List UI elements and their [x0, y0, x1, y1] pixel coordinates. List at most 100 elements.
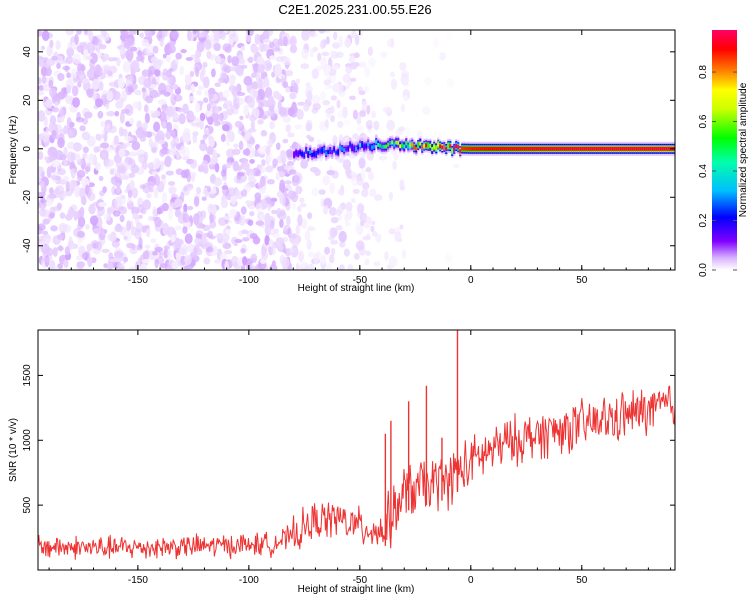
spectrogram-cell-0-709 — [99, 72, 106, 80]
spectrogram-cell-0-1313 — [258, 77, 263, 89]
spectrogram-cell-1-45 — [321, 51, 330, 57]
spectrogram-cell-2-23 — [371, 220, 376, 226]
signal-band-segment-119-3 — [531, 146, 534, 151]
spectrogram-cell-1-145 — [342, 73, 352, 83]
spectrogram-cell-0-1147 — [226, 162, 233, 168]
spectrogram-cell-0-1519 — [127, 190, 133, 198]
spectrogram-cell-0-1488 — [174, 198, 183, 208]
signal-band-segment-121-3 — [535, 146, 538, 151]
spectrogram-cell-0-1547 — [241, 189, 248, 197]
spectrogram-cell-1-246 — [300, 63, 310, 70]
spectrogram-cell-1-50 — [329, 207, 337, 216]
signal-band-segment-66-3 — [425, 143, 428, 148]
spectrogram-cell-0-1192 — [145, 113, 151, 124]
spectrogram-cell-1-63 — [301, 48, 309, 60]
spectrogram-cell-0-1139 — [123, 235, 128, 240]
signal-band-segment-15-3 — [323, 147, 326, 152]
spectrogram-cell-0-1423 — [203, 164, 209, 175]
spectrogram-cell-0-1252 — [235, 179, 244, 184]
spectrogram-cell-0-1410 — [101, 64, 111, 71]
spectrogram-cell-0-776 — [49, 212, 55, 219]
spectrogram-cell-0-1163 — [139, 135, 146, 142]
signal-band-segment-32-3 — [357, 145, 360, 150]
spectrogram-cell-0-867 — [53, 205, 62, 212]
spectrogram-cell-0-361 — [66, 84, 71, 94]
spectrogram-cell-0-862 — [264, 30, 274, 37]
spectrogram-cell-0-689 — [160, 147, 170, 155]
spectrogram-cell-0-568 — [214, 162, 220, 173]
spectrogram-cell-0-1221 — [150, 56, 158, 64]
spectrogram-cell-1-216 — [337, 188, 344, 196]
spectrogram-cell-1-160 — [364, 258, 370, 266]
signal-band-segment-75-3 — [443, 145, 446, 150]
spectrogram-cell-0-759 — [38, 226, 43, 235]
spectrogram-cell-1-27 — [338, 230, 347, 243]
signal-band-segment-65-3 — [423, 143, 426, 148]
spectrogram-cell-0-618 — [81, 78, 90, 84]
spectrogram-cell-0-994 — [277, 211, 287, 221]
spectrogram-cell-0-1405 — [106, 262, 114, 270]
spectrogram-cell-1-144 — [362, 182, 370, 190]
spectrogram-cell-0-798 — [167, 148, 173, 156]
signal-band-segment-120-3 — [533, 146, 536, 151]
spectrogram-cell-0-1228 — [118, 148, 126, 158]
spectrogram-cell-0-813 — [234, 239, 243, 243]
spectrogram-cell-0-1374 — [156, 130, 165, 143]
spectrogram-cell-1-208 — [332, 83, 341, 93]
spectrogram-cell-0-1413 — [111, 240, 120, 248]
spectrogram-cell-0-1226 — [234, 120, 243, 128]
spectrogram-cell-2-12 — [393, 151, 399, 161]
spectrogram-cell-0-395 — [240, 206, 247, 215]
signal-band-segment-83-3 — [459, 149, 462, 154]
signal-band-segment-169-3 — [631, 146, 634, 151]
spectrogram-cell-0-623 — [76, 261, 86, 268]
signal-band-segment-58-3 — [409, 143, 412, 148]
signal-band-segment-145-3 — [583, 146, 586, 151]
spectrogram-cell-2-30 — [398, 126, 406, 132]
spectrogram-cell-0-1094 — [101, 129, 106, 135]
bottom-y-ticks: 500 1000 1500 — [22, 364, 675, 513]
spectrogram-cell-1-123 — [299, 197, 305, 203]
spectrogram-cell-0-1387 — [72, 53, 82, 64]
signal-band-segment-166-3 — [625, 146, 628, 151]
spectrogram-cell-0-1062 — [251, 73, 256, 78]
spectrogram-cell-0-1124 — [120, 194, 126, 200]
x-tick-label-1: -100 — [239, 575, 259, 586]
spectrogram-cell-0-1548 — [270, 197, 278, 202]
spectrogram-cell-0-707 — [57, 117, 64, 122]
spectrogram-cell-0-357 — [282, 138, 289, 144]
spectrogram-cell-3-4 — [444, 252, 453, 263]
spectrogram-cell-3-5 — [445, 30, 452, 41]
spectrogram-cell-0-1486 — [228, 30, 236, 40]
spectrogram-cell-0-892 — [108, 125, 117, 134]
spectrogram-cell-0-696 — [279, 218, 284, 228]
spectrogram-cell-0-1073 — [229, 66, 237, 72]
spectrogram-cell-1-16 — [327, 84, 333, 89]
spectrogram-cell-0-804 — [45, 199, 53, 207]
spectrogram-cell-0-1212 — [95, 98, 103, 108]
spectrogram-cell-1-192 — [358, 111, 366, 118]
spectrogram-cell-0-853 — [271, 209, 278, 215]
signal-band-segment-136-3 — [565, 146, 568, 151]
signal-band-segment-71-3 — [435, 146, 438, 151]
spectrogram-cell-0-1008 — [245, 200, 252, 205]
spectrogram-cell-1-28 — [311, 107, 319, 114]
spectrogram-cell-0-1060 — [213, 177, 222, 187]
spectrogram-cell-1-134 — [352, 188, 360, 195]
y-tick-label-1: 1000 — [22, 429, 33, 452]
signal-band-segment-45-3 — [383, 144, 386, 149]
spectrogram-cell-0-1402 — [264, 212, 271, 225]
spectrogram-cell-2-39 — [392, 160, 397, 171]
spectrogram-cell-0-665 — [203, 89, 210, 97]
spectrogram-cell-0-942 — [174, 209, 182, 218]
spectrogram-cell-1-68 — [347, 264, 354, 270]
spectrogram-cell-0-1262 — [40, 205, 45, 211]
x-tick-label-0: -150 — [128, 275, 148, 286]
spectrogram-cell-0-574 — [170, 93, 177, 106]
spectrogram-cell-0-1326 — [157, 99, 167, 105]
spectrogram-cell-0-1544 — [233, 160, 240, 172]
signal-band-segment-42-3 — [377, 142, 380, 147]
colorbar-ticks: 0.0 0.2 0.4 0.6 0.8 — [698, 65, 737, 277]
spectrogram-cell-1-150 — [362, 235, 371, 241]
spectrogram-cell-1-223 — [358, 30, 364, 39]
